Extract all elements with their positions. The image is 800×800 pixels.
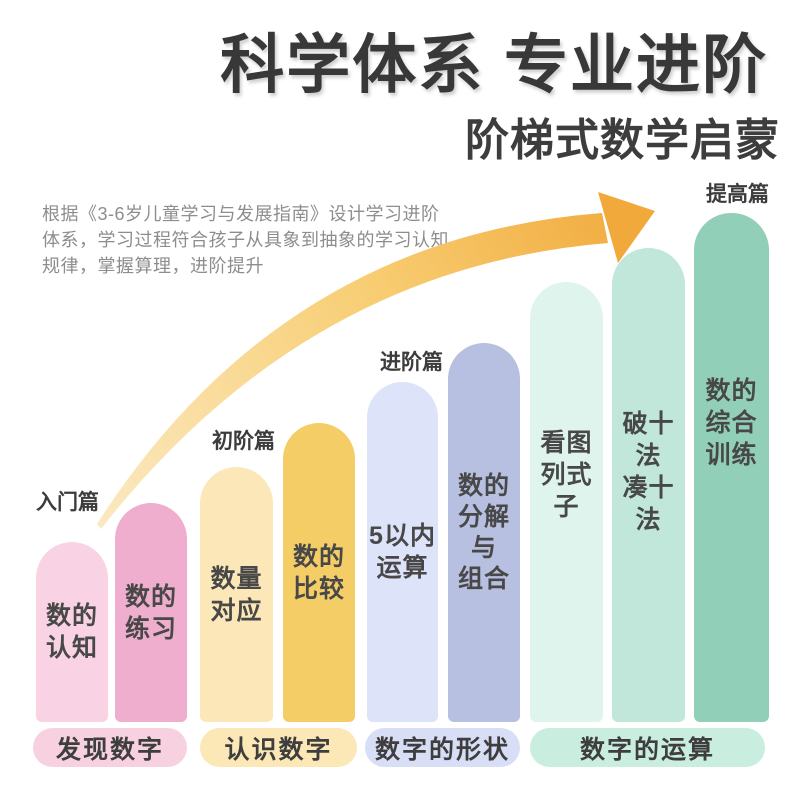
group-pill-discover-numbers: 发现数字	[33, 728, 187, 767]
stage-label-advanced: 进阶篇	[380, 351, 443, 374]
bar-within-5-operations: 5以内 运算	[367, 382, 438, 722]
bar-label: 数的 综合 训练	[705, 377, 758, 469]
bar-label: 5以内 运算	[369, 522, 436, 582]
intro-paragraph: 根据《3-6岁儿童学习与发展指南》设计学习进阶 体系，学习过程符合孩子从具象到抽…	[42, 204, 449, 276]
bar-quantity-matching: 数量 对应	[200, 467, 273, 722]
group-pill-know-numbers: 认识数字	[200, 728, 357, 767]
bar-label: 数的 认知	[45, 602, 98, 662]
bar-decompose-combine: 数的 分解 与 组合	[448, 343, 520, 722]
bar-label: 数量 对应	[210, 564, 263, 625]
bar-number-comparison: 数的 比较	[283, 423, 355, 722]
stage-label-improvement: 提高篇	[706, 183, 769, 206]
bar-number-cognition: 数的 认知	[36, 542, 108, 722]
bar-make-break-ten: 破十法 凑十法	[612, 248, 685, 722]
bar-label: 看图 列式子	[540, 429, 593, 521]
bar-comprehensive-training: 数的 综合 训练	[694, 213, 769, 722]
stage-label-elementary: 初阶篇	[212, 430, 275, 453]
page-subtitle: 阶梯式数学启蒙	[465, 116, 780, 165]
bar-label: 破十法 凑十法	[622, 410, 675, 534]
group-pill-number-shapes: 数字的形状	[365, 728, 520, 767]
group-pill-number-operations: 数字的运算	[530, 728, 765, 767]
stage-label-beginner: 入门篇	[36, 491, 99, 514]
bar-label: 数的 练习	[124, 582, 177, 643]
bar-number-practice: 数的 练习	[115, 503, 187, 722]
bar-label: 数的 分解 与 组合	[457, 471, 510, 593]
bar-label: 数的 比较	[292, 542, 345, 603]
page-title: 科学体系 专业进阶	[220, 29, 768, 101]
bar-picture-equations: 看图 列式子	[530, 282, 603, 722]
